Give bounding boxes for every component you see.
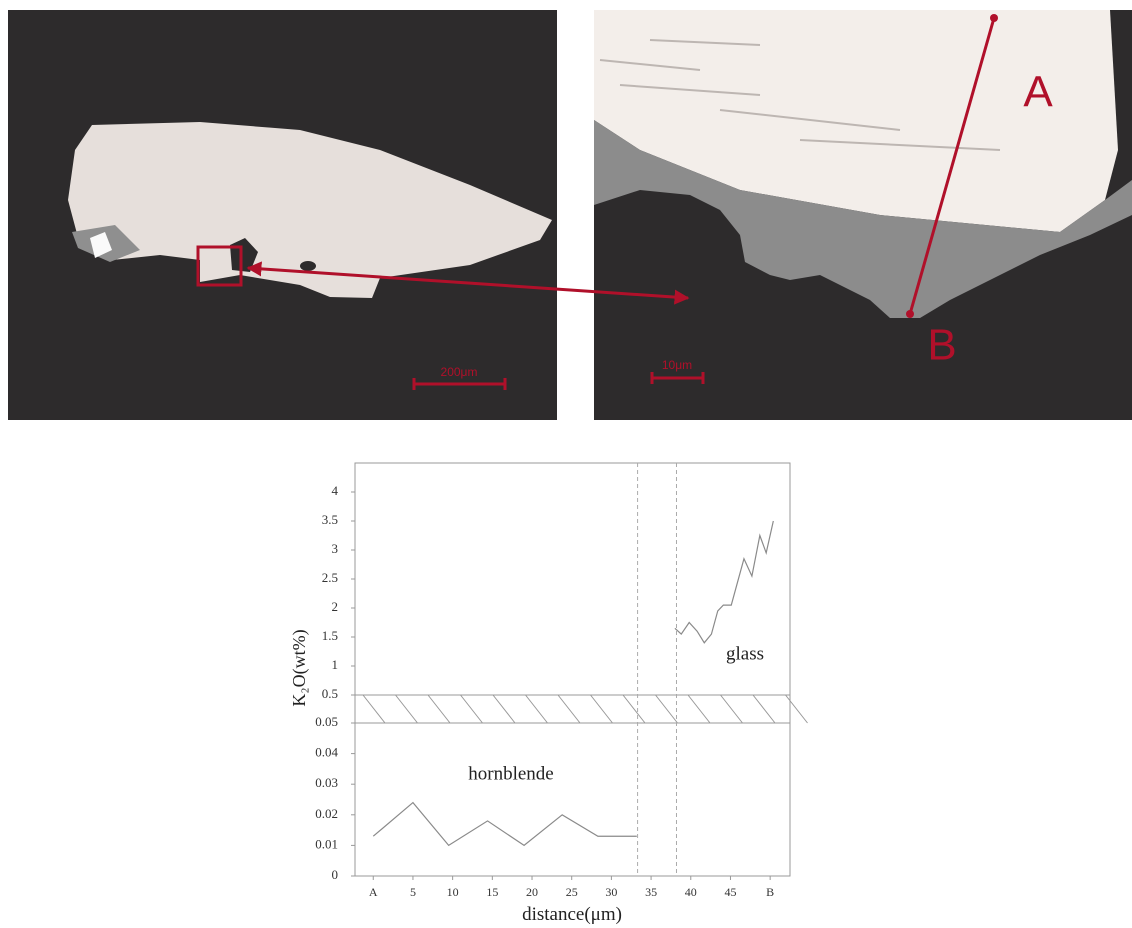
hatch [428, 695, 450, 723]
x-axis-title: distance(μm) [522, 904, 622, 925]
hatch [363, 695, 385, 723]
hatch [591, 695, 613, 723]
y-tick-label: 0.01 [315, 836, 338, 851]
plot-frame [355, 463, 790, 876]
hatch [558, 695, 580, 723]
x-tick-label: 25 [566, 885, 578, 899]
point-label: B [927, 321, 956, 370]
scale-label: 10μm [662, 358, 692, 372]
x-tick-label: B [766, 885, 774, 899]
right-image: A B 10μm [594, 10, 1132, 420]
y-tick-label: 1.5 [322, 628, 338, 643]
series-label: glass [726, 643, 764, 664]
series-line [373, 803, 637, 846]
scale-label: 200μm [441, 365, 478, 379]
x-tick-label: 35 [645, 885, 657, 899]
x-tick-label: 10 [447, 885, 459, 899]
y-tick-label: 1 [332, 657, 339, 672]
hatch [526, 695, 548, 723]
y-tick-label: 0.04 [315, 745, 338, 760]
y-tick-label: 3.5 [322, 512, 338, 527]
y-tick-label: 3 [332, 541, 339, 556]
hatch [721, 695, 743, 723]
y-tick-label: 0.03 [315, 775, 338, 790]
series-line [675, 521, 773, 643]
y-axis-title: K₂O(wt%) [289, 629, 310, 706]
y-tick-label: 4 [332, 483, 339, 498]
x-tick-label: 5 [410, 885, 416, 899]
left-image: 200μm [8, 10, 557, 420]
x-tick-label: A [369, 885, 378, 899]
y-tick-label: 2 [332, 599, 339, 614]
hatch [396, 695, 418, 723]
y-tick-label: 0.05 [315, 714, 338, 729]
x-tick-label: 15 [486, 885, 498, 899]
y-tick-label: 2.5 [322, 570, 338, 585]
x-tick-label: 30 [605, 885, 617, 899]
y-tick-label: 0.5 [322, 686, 338, 701]
point-label: A [1023, 68, 1053, 117]
figure: 200μm A B 10μm distance(μm) K₂O(wt%) 0 0.… [0, 0, 1132, 928]
x-tick-label: 45 [724, 885, 736, 899]
y-tick-label: 0 [332, 867, 339, 882]
hatch [623, 695, 645, 723]
hatch [493, 695, 515, 723]
hatch [786, 695, 808, 723]
series-label: hornblende [468, 763, 553, 784]
x-tick-label: 40 [685, 885, 697, 899]
y-tick-label: 0.02 [315, 806, 338, 821]
hatch [656, 695, 678, 723]
hatch [688, 695, 710, 723]
x-tick-label: 20 [526, 885, 538, 899]
hatch [753, 695, 775, 723]
hatch [461, 695, 483, 723]
